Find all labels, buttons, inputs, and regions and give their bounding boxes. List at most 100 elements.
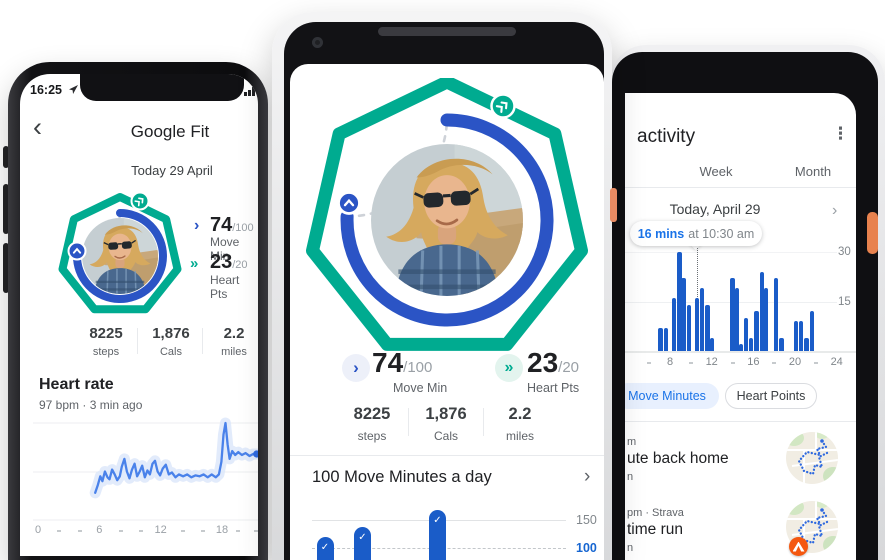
activity-bar bbox=[681, 278, 686, 351]
x-tick-dash bbox=[254, 530, 258, 532]
heart-rate-line bbox=[94, 421, 258, 494]
activity-rings bbox=[58, 191, 182, 314]
x-tick-label: 12 bbox=[705, 356, 718, 368]
activity-bar bbox=[779, 337, 784, 351]
move-arc bbox=[340, 113, 554, 327]
heart-chevrons-icon: » bbox=[190, 255, 199, 272]
stat-label: miles bbox=[221, 346, 247, 358]
heart-rate-chart bbox=[33, 417, 258, 521]
x-tick-label: 24 bbox=[830, 356, 843, 368]
session-title[interactable]: time run bbox=[627, 521, 683, 538]
activity-bar bbox=[749, 337, 754, 351]
x-tick-label: 16 bbox=[747, 356, 760, 368]
heart-value-target: /20 bbox=[558, 359, 580, 376]
activity-bar bbox=[754, 311, 759, 351]
chip-heart-points[interactable]: Heart Points bbox=[725, 383, 817, 409]
stat-value: 1,876 bbox=[425, 405, 467, 423]
activity-bar bbox=[804, 337, 809, 351]
chip-label: Heart Points bbox=[736, 389, 806, 403]
move-chevron-icon: › bbox=[194, 217, 200, 234]
back-button[interactable]: ‹ bbox=[33, 112, 42, 142]
notch bbox=[80, 74, 244, 101]
heart-value: 23/20 bbox=[210, 251, 248, 274]
volume-up-button bbox=[3, 184, 9, 234]
activity-bar bbox=[686, 304, 691, 351]
session-subtitle: n bbox=[627, 471, 634, 483]
goal-tick-label: 100 bbox=[576, 541, 597, 555]
status-time: 16:25 bbox=[30, 83, 62, 97]
x-tick-dash bbox=[236, 530, 240, 532]
activity-bar bbox=[663, 327, 668, 351]
double-chevron-icon bbox=[495, 101, 508, 113]
stat-calories: 1,876 Cals bbox=[140, 325, 202, 358]
activity-bar bbox=[743, 318, 749, 351]
day-card-title[interactable]: Today, April 29 bbox=[669, 201, 761, 217]
heart-chevrons-icon: » bbox=[504, 359, 514, 376]
divider bbox=[290, 455, 604, 456]
x-tick-label: 18 bbox=[215, 524, 229, 536]
activity-bar bbox=[774, 278, 779, 351]
activity-bar bbox=[658, 327, 663, 351]
move-value-number: 74 bbox=[372, 347, 404, 378]
activity-bar bbox=[799, 321, 804, 351]
stat-value: 2.2 bbox=[508, 405, 532, 423]
activity-bar bbox=[793, 321, 799, 351]
heart-label: Heart Pts bbox=[210, 273, 240, 301]
heart-rate-subtitle: 97 bpm · 3 min ago bbox=[39, 398, 143, 412]
arrow-up-icon bbox=[343, 198, 355, 207]
divider bbox=[625, 187, 856, 188]
stat-miles: 2.2 miles bbox=[203, 325, 258, 358]
x-tick-label: 12 bbox=[154, 524, 167, 536]
x-axis: 0 6 12 18 bbox=[20, 524, 258, 538]
stat-value: 8225 bbox=[353, 405, 391, 423]
chevron-right-icon[interactable]: › bbox=[832, 202, 838, 219]
goal-bar: ✓ bbox=[316, 536, 334, 560]
app-title: Google Fit bbox=[130, 122, 210, 141]
move-arc bbox=[72, 209, 167, 303]
x-tick-dash bbox=[57, 530, 61, 532]
x-tick-dash bbox=[139, 530, 143, 532]
divider bbox=[408, 408, 409, 436]
tab-week[interactable]: Week bbox=[699, 164, 733, 179]
tooltip-value: 16 mins bbox=[637, 226, 685, 241]
overflow-menu-icon[interactable]: ⋮ bbox=[832, 124, 849, 143]
heart-points-heptagon bbox=[306, 78, 588, 351]
activity-bar bbox=[700, 288, 705, 351]
session-title[interactable]: ute back home bbox=[627, 450, 729, 467]
x-tick-dash bbox=[813, 362, 818, 364]
tab-month[interactable]: Month bbox=[794, 164, 832, 179]
x-tick-dash bbox=[119, 530, 123, 532]
heart-label: Heart Pts bbox=[527, 381, 580, 395]
activity-bar bbox=[705, 304, 710, 351]
x-tick-dash bbox=[181, 530, 185, 532]
latest-reading-dot bbox=[253, 450, 258, 458]
x-tick-dash bbox=[78, 530, 82, 532]
stat-calories: 1,876 Cals bbox=[421, 405, 471, 443]
move-value-target: /100 bbox=[232, 222, 254, 234]
chevron-right-icon[interactable]: › bbox=[584, 466, 591, 487]
heart-badge bbox=[130, 191, 150, 211]
location-arrow-icon bbox=[69, 85, 78, 94]
chart-tooltip: 16 mins at 10:30 am bbox=[630, 221, 762, 246]
stat-label: steps bbox=[357, 429, 387, 443]
goal-bar: ✓ bbox=[429, 509, 446, 560]
date-heading: Today 29 April bbox=[131, 163, 213, 178]
activity-bar bbox=[672, 298, 677, 351]
session-time: pm · Strava bbox=[627, 507, 684, 519]
signal-icon bbox=[244, 87, 258, 96]
left-phone-screen: 16:25 ‹ Google Fit Today 29 April bbox=[20, 74, 258, 556]
stat-value: 2.2 bbox=[223, 325, 245, 342]
gridline-30 bbox=[625, 252, 837, 253]
heart-chevron-badge: » bbox=[495, 354, 523, 382]
x-axis: 8 12 16 20 24 bbox=[625, 356, 856, 372]
center-phone-power-button bbox=[610, 188, 617, 222]
move-value: 74/100 bbox=[210, 214, 254, 237]
move-label: Move Min bbox=[393, 381, 448, 395]
stat-label: Cals bbox=[159, 346, 182, 358]
chip-label: Move Minutes bbox=[628, 389, 706, 403]
activity-bar bbox=[730, 278, 735, 351]
move-badge bbox=[337, 191, 361, 215]
silent-switch bbox=[3, 146, 9, 168]
chip-move-minutes[interactable]: Move Minutes bbox=[625, 383, 719, 409]
